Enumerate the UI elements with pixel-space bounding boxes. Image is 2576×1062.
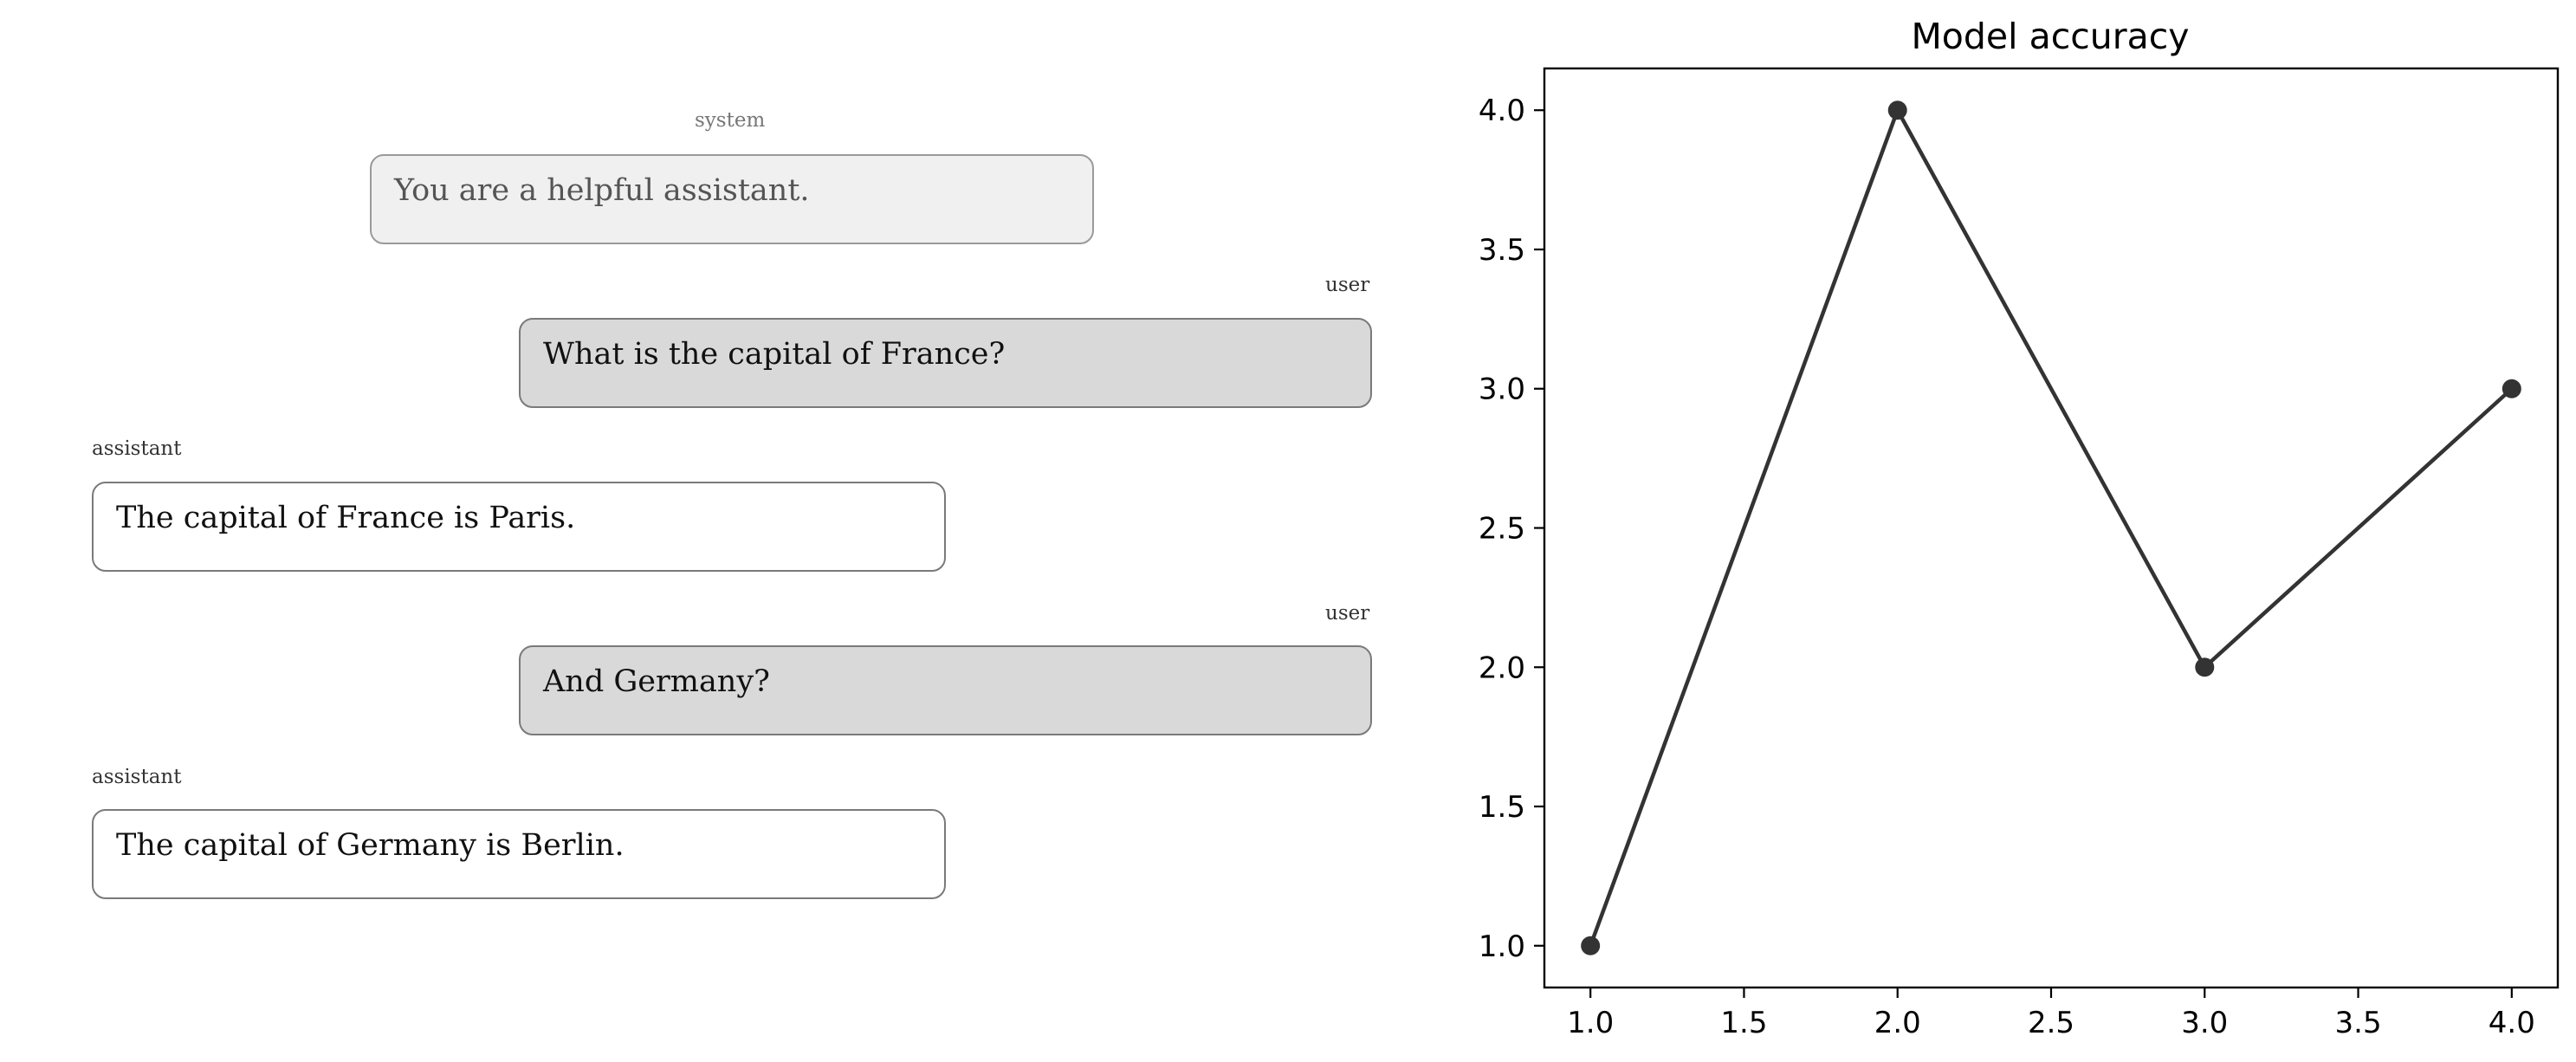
- x-tick-label: 1.0: [1567, 1006, 1614, 1040]
- x-tick-label: 2.0: [1874, 1006, 1921, 1040]
- y-tick-label: 3.5: [1479, 233, 1525, 268]
- chat-transcript: system You are a helpful assistant. user…: [92, 109, 1372, 899]
- x-tick-label: 4.0: [2489, 1006, 2535, 1040]
- user-message-bubble: What is the capital of France?: [519, 318, 1372, 408]
- user-role-label: user: [1325, 602, 1370, 625]
- assistant-message-bubble: The capital of France is Paris.: [92, 482, 946, 572]
- accuracy-chart: Model accuracy 1.0 1.5 2.0 2.5 3.0 3.5 4.0 1.0 1…: [1438, 0, 2576, 1059]
- y-tick-label: 2.5: [1479, 512, 1525, 547]
- user-role-label: user: [1325, 274, 1370, 296]
- x-tick-label: 1.5: [1720, 1006, 1767, 1040]
- system-message-bubble: You are a helpful assistant.: [370, 154, 1094, 244]
- data-point: [2502, 379, 2521, 398]
- data-point: [1887, 100, 1907, 120]
- assistant-message-bubble: The capital of Germany is Berlin.: [92, 809, 946, 899]
- system-role-label: system: [695, 109, 766, 132]
- y-tick-label: 1.5: [1479, 790, 1525, 825]
- y-tick-label: 1.0: [1479, 929, 1525, 964]
- series-line: [1589, 107, 2514, 947]
- assistant-role-label: assistant: [92, 437, 182, 460]
- data-point: [1581, 936, 1601, 955]
- x-tick-label: 3.0: [2181, 1006, 2228, 1040]
- data-point: [2195, 657, 2215, 677]
- user-message-bubble: And Germany?: [519, 645, 1372, 735]
- assistant-role-label: assistant: [92, 766, 182, 788]
- x-tick-label: 3.5: [2335, 1006, 2382, 1040]
- x-tick-label: 2.5: [2028, 1006, 2074, 1040]
- chart-svg: Model accuracy 1.0 1.5 2.0 2.5 3.0 3.5 4.0 1.0 1…: [1479, 16, 2560, 1040]
- y-tick-label: 4.0: [1479, 94, 1525, 128]
- y-tick-label: 2.0: [1479, 651, 1525, 685]
- y-tick-label: 3.0: [1479, 372, 1525, 407]
- chart-title: Model accuracy: [1911, 16, 2189, 57]
- plot-frame: [1543, 67, 2560, 989]
